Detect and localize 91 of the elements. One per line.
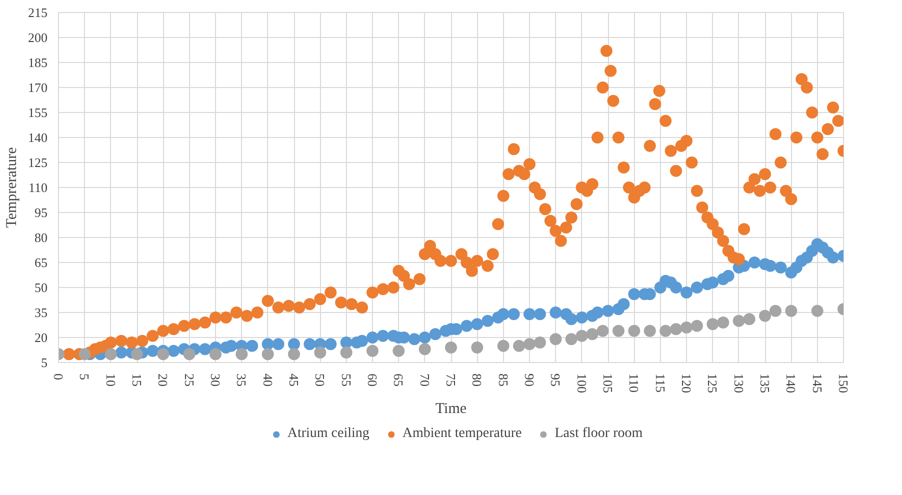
point xyxy=(524,338,536,350)
point xyxy=(550,333,562,346)
point xyxy=(680,322,692,334)
x-tick-label: 15 xyxy=(130,374,144,386)
point xyxy=(157,348,170,360)
point xyxy=(660,324,672,337)
y-tick-label: 80 xyxy=(34,230,48,245)
point xyxy=(732,314,745,327)
point xyxy=(769,304,782,317)
point xyxy=(366,344,378,357)
point xyxy=(670,323,682,336)
point xyxy=(314,346,326,358)
legend-label: Atrium ceiling xyxy=(287,426,370,442)
point xyxy=(78,348,91,360)
x-tick-label: 50 xyxy=(312,374,328,386)
y-tick-label: 65 xyxy=(34,255,48,270)
x-tick-label: 105 xyxy=(600,374,616,393)
y-tick-label: 215 xyxy=(28,5,48,20)
point xyxy=(497,340,510,352)
y-tick-label: 140 xyxy=(28,130,48,145)
point xyxy=(534,336,546,348)
x-axis-title: Time xyxy=(435,401,467,417)
legend-label: Last floor room xyxy=(554,426,643,442)
x-tick-label: 110 xyxy=(626,374,642,393)
point xyxy=(445,342,457,354)
point xyxy=(759,310,771,322)
point xyxy=(392,344,405,357)
point xyxy=(183,348,196,360)
point xyxy=(210,348,222,360)
y-axis-title: Temprerature xyxy=(4,146,20,228)
x-tick-label: 40 xyxy=(260,374,276,386)
point xyxy=(596,324,609,337)
y-tick-label: 20 xyxy=(34,330,48,345)
y-tick-label: 185 xyxy=(28,55,48,70)
x-tick-label: 70 xyxy=(417,374,432,386)
point xyxy=(513,340,526,352)
x-tick-label: 80 xyxy=(470,374,485,386)
y-tick-label: 125 xyxy=(28,155,48,170)
x-tick-label: 35 xyxy=(234,374,250,386)
point xyxy=(612,324,624,337)
y-tick-label: 50 xyxy=(34,280,48,295)
point xyxy=(288,348,300,360)
y-tick-label: 200 xyxy=(28,30,48,45)
point xyxy=(811,304,824,317)
y-tick-label: 170 xyxy=(28,80,48,95)
y-tick-label: 35 xyxy=(34,305,48,320)
y-tick-label: 110 xyxy=(28,180,48,195)
x-tick-label: 95 xyxy=(548,374,564,386)
x-tick-label: 125 xyxy=(705,374,720,393)
x-tick-label: 10 xyxy=(103,374,118,386)
x-tick-label: 90 xyxy=(522,374,537,386)
x-tick-label: 120 xyxy=(679,374,694,393)
x-tick-label: 45 xyxy=(286,374,302,386)
point xyxy=(576,330,588,342)
point xyxy=(418,343,431,356)
x-tick-label: 135 xyxy=(758,374,772,393)
point xyxy=(644,324,656,337)
x-tick-label: 5 xyxy=(77,374,92,380)
point xyxy=(262,348,274,360)
x-tick-label: 0 xyxy=(51,374,66,380)
point xyxy=(565,333,578,346)
x-tick-label: 25 xyxy=(182,374,197,386)
x-tick-label: 130 xyxy=(731,374,746,393)
y-tick-label: 155 xyxy=(28,105,48,120)
y-tick-label: 5 xyxy=(41,355,48,370)
x-tick-label: 100 xyxy=(574,374,590,393)
point xyxy=(471,342,484,354)
point xyxy=(717,316,730,328)
x-tick-label: 55 xyxy=(338,374,354,386)
legend-label: Ambient temperature xyxy=(402,426,522,442)
x-tick-label: 140 xyxy=(784,374,799,393)
point xyxy=(706,318,719,330)
x-tick-label: 85 xyxy=(496,374,511,386)
point xyxy=(785,304,798,317)
point xyxy=(340,346,352,358)
x-tick-label: 115 xyxy=(652,374,668,393)
x-tick-label: 75 xyxy=(444,374,458,386)
point xyxy=(690,320,703,332)
x-tick-label: 145 xyxy=(810,374,825,393)
x-tick-label: 20 xyxy=(156,374,171,386)
x-tick-label: 30 xyxy=(208,374,223,386)
y-tick-label: 95 xyxy=(34,205,48,220)
x-tick-label: 150 xyxy=(836,374,851,393)
x-tick-label: 65 xyxy=(391,374,406,386)
x-tick-label: 60 xyxy=(365,374,380,386)
point xyxy=(628,324,640,337)
point xyxy=(131,348,143,360)
point xyxy=(586,328,598,340)
point xyxy=(236,348,248,360)
point xyxy=(743,313,756,326)
point xyxy=(104,348,117,360)
